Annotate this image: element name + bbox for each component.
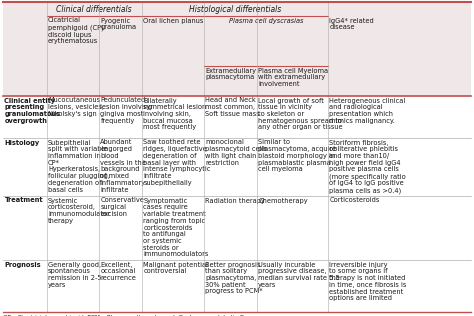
- Text: Abundant
engorged
blood
vessels in the
background
of mixed
inflammatory
infiltra: Abundant engorged blood vessels in the b…: [100, 139, 146, 193]
- Text: Heterogeneous clinical
and radiological
presentation which
mimics malignancy.: Heterogeneous clinical and radiological …: [329, 98, 406, 124]
- Text: Histology: Histology: [4, 139, 40, 145]
- Text: Clinical entity
presenting
granulomatous
overgrowth: Clinical entity presenting granulomatous…: [4, 98, 61, 124]
- Text: Better prognosis
than solitary
plasmacytoma,
30% patient
progress to PCM*: Better prognosis than solitary plasmacyt…: [205, 262, 263, 295]
- Text: IgG4* related
disease: IgG4* related disease: [329, 17, 374, 30]
- Text: Prognosis: Prognosis: [4, 262, 41, 268]
- Text: Generally good,
spontaneous
remission in 2-5
years: Generally good, spontaneous remission in…: [48, 262, 101, 288]
- Text: Usually incurable
progressive disease,
median survival rate 5.5
years: Usually incurable progressive disease, m…: [258, 262, 340, 288]
- Bar: [3, 196, 471, 260]
- Text: Bilaterally
symmetrical lesion
involving skin,
buccal mucosa
most frequently: Bilaterally symmetrical lesion involving…: [144, 98, 207, 131]
- Text: Mucocutaneous
lesions, vesicles,
Nikolsky's sign: Mucocutaneous lesions, vesicles, Nikolsk…: [48, 98, 104, 117]
- Text: Similar to
plasmacytoma, acquire
blastoid morphology in
plasmablastic plasma
cel: Similar to plasmacytoma, acquire blastoi…: [258, 139, 336, 173]
- Text: Local growth of soft
tissue in vicinity
to skeleton or
hematogenous spread to
an: Local growth of soft tissue in vicinity …: [258, 98, 343, 131]
- Text: Pedunculated
lesion involving
gingiva most
frequently: Pedunculated lesion involving gingiva mo…: [100, 98, 153, 124]
- Text: Irreversible injury
to some organs if
therapy is not initiated
in time, once fib: Irreversible injury to some organs if th…: [329, 262, 407, 301]
- Text: monoclonal
plasmacytoid cells
with light chain
restriction: monoclonal plasmacytoid cells with light…: [205, 139, 267, 166]
- Bar: [3, 96, 471, 138]
- Text: Chemotherapy: Chemotherapy: [258, 198, 308, 204]
- Text: Systemic
corticosteroid,
immunomodulator
therapy: Systemic corticosteroid, immunomodulator…: [48, 198, 110, 224]
- Text: Radiation therapy: Radiation therapy: [205, 198, 265, 204]
- Text: Extramedullary
plasmacytoma: Extramedullary plasmacytoma: [205, 68, 256, 80]
- Text: Head and Neck
most common,
Soft tissue mass: Head and Neck most common, Soft tissue m…: [205, 98, 260, 117]
- Text: Clinical differentials: Clinical differentials: [56, 4, 132, 14]
- Text: Excellent,
occasional
recurrence: Excellent, occasional recurrence: [100, 262, 137, 281]
- Text: Pyogenic
granuloma: Pyogenic granuloma: [100, 17, 137, 30]
- Text: CP – Cicatricial pemphigoid, PCM – Plasma cell myeloma, IgG – Immunoglobulin G: CP – Cicatricial pemphigoid, PCM – Plasm…: [3, 315, 244, 316]
- Text: Cicatricial
pemphigoid (CP)
discoid lupus
erythematosus: Cicatricial pemphigoid (CP) discoid lupu…: [48, 17, 104, 44]
- Text: Malignant potential
controversial: Malignant potential controversial: [144, 262, 209, 274]
- Text: Conservative
surgical
excision: Conservative surgical excision: [100, 198, 144, 217]
- Text: Saw toothed rete
ridges, liquefactive
degeneration of
basal layer with
intense l: Saw toothed rete ridges, liquefactive de…: [144, 139, 211, 186]
- Text: Histological differentials: Histological differentials: [189, 4, 281, 14]
- Text: Plasma cell Myeloma
with extramedullary
involvement: Plasma cell Myeloma with extramedullary …: [258, 68, 328, 87]
- Text: Treatment: Treatment: [4, 198, 43, 204]
- Text: Corticosteroids: Corticosteroids: [329, 198, 380, 204]
- Text: Storiform fibrosis,
obliterative phlebitis
and more than10/
high power field IgG: Storiform fibrosis, obliterative phlebit…: [329, 139, 406, 194]
- Bar: [3, 260, 471, 312]
- Bar: [3, 2, 471, 96]
- Text: Plasma cell dyscrasias: Plasma cell dyscrasias: [228, 18, 303, 24]
- Text: Oral lichen planus: Oral lichen planus: [144, 17, 204, 23]
- Text: Symptomatic
cases require
variable treatment
ranging from topic
corticosteroids
: Symptomatic cases require variable treat…: [144, 198, 209, 258]
- Text: Subepithelial
split with variable
inflammation in
CP*
Hyperkeratosis,
follicular: Subepithelial split with variable inflam…: [48, 139, 110, 193]
- Bar: [3, 138, 471, 196]
